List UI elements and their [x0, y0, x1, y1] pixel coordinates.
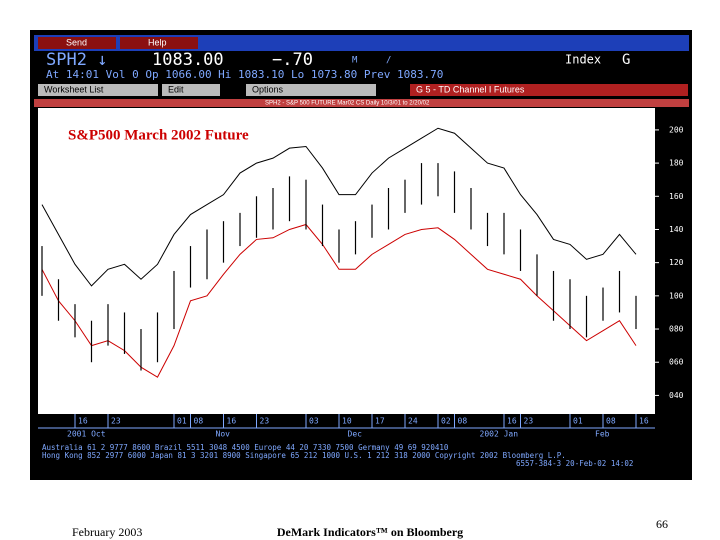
y-tick-label: 100	[669, 291, 684, 300]
price: 1083.00	[152, 50, 224, 70]
x-tick-label: 16	[507, 417, 517, 426]
x-tick-label: 01	[573, 417, 583, 426]
x-tick-label: 23	[524, 417, 534, 426]
plot: 200 180 160 140 120 100 080 060 040 16 23 01 08 16 23 0…	[38, 125, 684, 440]
send-button[interactable]	[38, 37, 116, 49]
x-tick-label: 17	[375, 417, 385, 426]
key: G	[622, 52, 630, 68]
x-tick-label: 02	[441, 417, 451, 426]
x-tick-label: 08	[606, 417, 616, 426]
x-tick-label: 23	[260, 417, 270, 426]
channel-line	[41, 127, 637, 287]
month-label: 2002 Jan	[480, 430, 519, 439]
menu-label[interactable]: Edit	[168, 84, 184, 94]
slide-title: DeMark Indicators™ on Bloomberg	[277, 525, 463, 539]
y-tick-label: 200	[669, 125, 684, 134]
menu-label[interactable]: Worksheet List	[44, 84, 104, 94]
plot-area	[38, 108, 655, 414]
y-tick-label: 040	[669, 391, 684, 400]
x-tick-label: 01	[177, 417, 187, 426]
function-label: G 5 - TD Channel I Futures	[416, 84, 525, 94]
month-label: Dec	[348, 430, 363, 439]
x-tick-label: 23	[111, 417, 121, 426]
y-tick-label: 120	[669, 258, 684, 267]
x-tick-label: 08	[458, 417, 468, 426]
chart-title: S&P500 March 2002 Future	[68, 127, 249, 143]
y-tick-label: 180	[669, 159, 684, 168]
chart-header	[34, 99, 689, 107]
x-tick-label: 10	[342, 417, 352, 426]
x-tick-label: 24	[408, 417, 418, 426]
month-label: 2001 Oct	[67, 430, 106, 439]
market: Index	[565, 53, 601, 67]
y-tick-label: 140	[669, 225, 684, 234]
menu[interactable]	[162, 84, 220, 96]
function-bar	[410, 84, 688, 96]
ticker: SPH2 ↓	[46, 50, 107, 70]
y-tick-label: 080	[669, 325, 684, 334]
y-tick-label: 160	[669, 192, 684, 201]
footer-line: Hong Kong 852 2977 6000 Japan 81 3 3201 …	[42, 451, 566, 460]
month-label: Nov	[216, 430, 231, 439]
y-tick-label: 060	[669, 358, 684, 367]
x-tick-label: 08	[194, 417, 204, 426]
x-tick-label: 03	[309, 417, 319, 426]
button-label[interactable]: Send	[66, 37, 87, 47]
footer-line: Australia 61 2 9777 8600 Brazil 5511 304…	[42, 443, 449, 452]
flag: M	[352, 56, 358, 66]
slide-date: February 2003	[72, 525, 142, 539]
menu[interactable]	[246, 84, 376, 96]
x-tick-label: 16	[227, 417, 237, 426]
x-tick-label: 16	[78, 417, 88, 426]
menu-label[interactable]: Options	[252, 84, 284, 94]
menu[interactable]	[38, 84, 158, 96]
slash: /	[386, 56, 391, 66]
help-button[interactable]	[120, 37, 198, 49]
date-axis	[38, 414, 655, 440]
chart-subtitle: SPH2 - S&P 500 FUTURE Mar02 CS Daily 10/…	[265, 101, 430, 107]
change: −.70	[272, 50, 313, 70]
quote-line: At 14:01 Vol 0 Op 1066.00 Hi 1083.10 Lo …	[46, 68, 443, 81]
page-number: 66	[656, 517, 668, 531]
month-label: Feb	[595, 430, 610, 439]
footer-line: 6557-384-3 20-Feb-02 14:02	[516, 459, 633, 468]
x-tick-label: 16	[639, 417, 649, 426]
button-label[interactable]: Help	[148, 37, 167, 47]
